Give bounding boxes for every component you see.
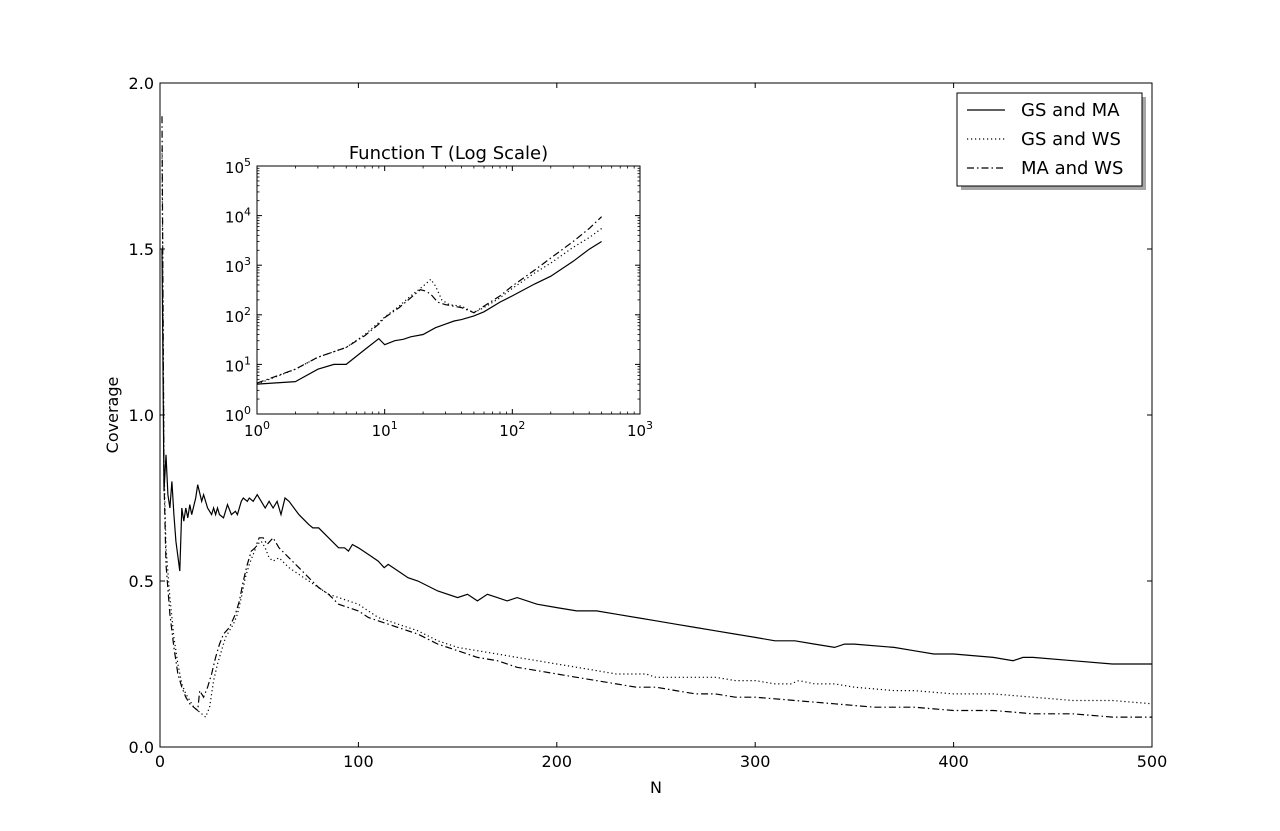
legend-label-3: MA and WS: [1021, 158, 1123, 179]
series-line-1: [161, 248, 1152, 665]
y-tick-label: 2.0: [129, 74, 154, 93]
x-axis-label: N: [650, 778, 662, 797]
legend-label-1: GS and MA: [1021, 100, 1120, 121]
inset-frame: [256, 165, 641, 415]
inset-x-tick-label: 102: [499, 419, 525, 440]
x-tick-label: 300: [740, 752, 771, 771]
y-axis-label: Coverage: [103, 377, 122, 454]
inset-series-line-2: [257, 228, 602, 385]
x-tick-label: 500: [1137, 752, 1168, 771]
inset-series-line-3: [257, 216, 603, 384]
inset-y-tick-label: 104: [225, 206, 251, 227]
inset-x-tick-label: 103: [627, 419, 653, 440]
y-tick-label: 0.0: [129, 738, 154, 757]
series-line-3: [161, 116, 1152, 718]
x-tick-label: 0: [155, 752, 165, 771]
y-tick-label: 1.5: [129, 240, 154, 259]
legend-label-2: GS and WS: [1021, 129, 1121, 150]
inset-x-tick-label: 100: [244, 419, 270, 440]
x-tick-label: 100: [343, 752, 374, 771]
inset-plot: Function T (Log Scale) 100 101 102 103 100 101…: [225, 143, 653, 440]
inset-y-tick-label: 105: [225, 156, 251, 177]
y-tick-label: 0.5: [129, 572, 154, 591]
inset-y-tick-label: 102: [225, 305, 251, 326]
inset-y-tick-label: 100: [225, 404, 251, 425]
inset-y-tick-label: 103: [225, 255, 251, 276]
x-tick-label: 200: [542, 752, 573, 771]
y-tick-label: 1.0: [129, 406, 154, 425]
inset-y-tick-label: 101: [225, 354, 251, 375]
x-tick-label: 400: [938, 752, 969, 771]
legend: GS and MA GS and WS MA and WS: [956, 92, 1146, 190]
inset-series-line-1: [257, 240, 602, 385]
inset-x-tick-label: 101: [372, 419, 398, 440]
inset-title: Function T (Log Scale): [349, 143, 548, 164]
series-line-2: [161, 149, 1152, 719]
